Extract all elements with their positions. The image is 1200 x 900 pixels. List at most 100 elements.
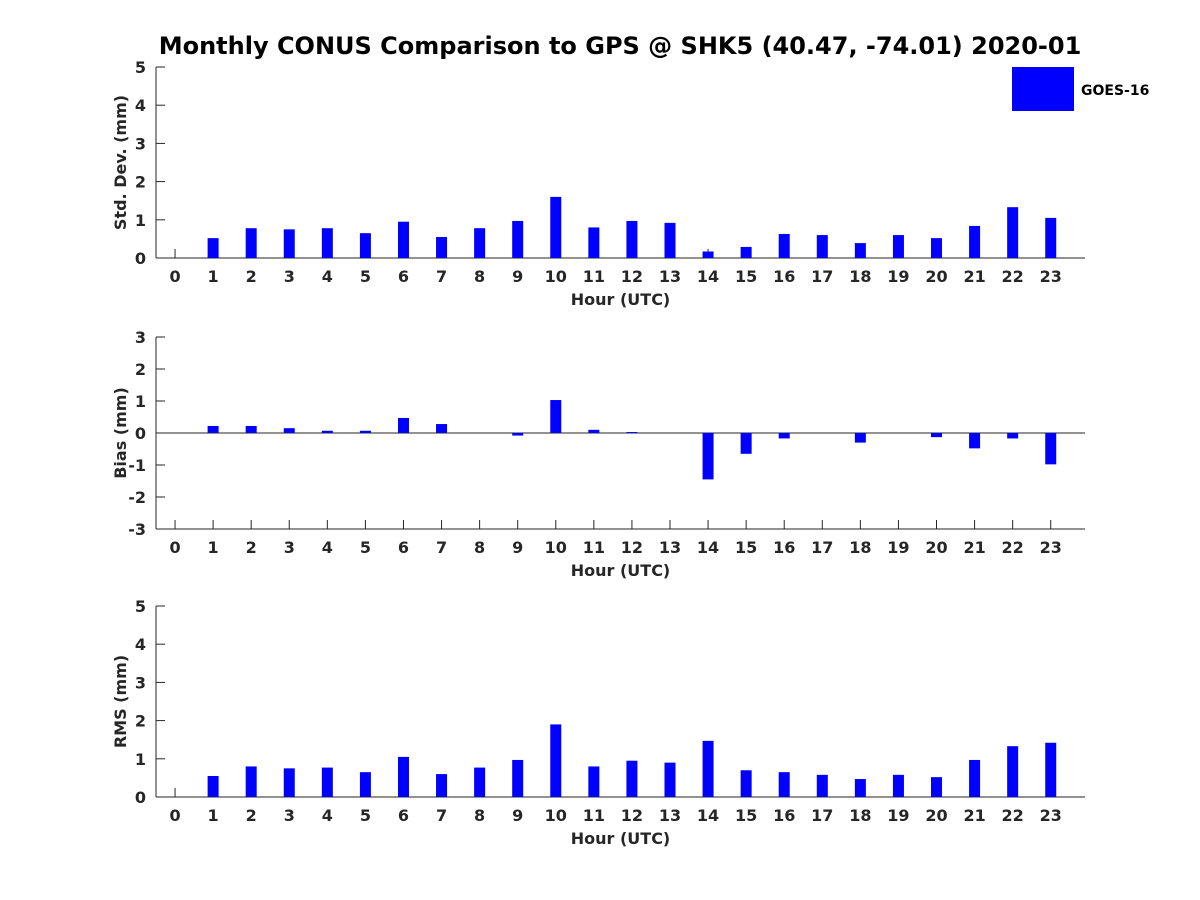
x-tick-label: 14 — [697, 538, 719, 557]
bar-rms-7 — [436, 774, 448, 797]
bar-rms-21 — [969, 759, 981, 797]
y-axis-label: Bias (mm) — [111, 387, 130, 479]
x-tick-label: 16 — [773, 267, 795, 286]
bar-std-1 — [207, 238, 219, 258]
x-tick-label: 2 — [246, 267, 257, 286]
bar-bias-16 — [778, 433, 790, 439]
bar-bias-21 — [969, 433, 981, 449]
bar-bias-11 — [588, 429, 600, 433]
y-tick-label: 3 — [135, 328, 146, 347]
bar-std-2 — [245, 228, 257, 258]
x-tick-label: 10 — [545, 806, 567, 825]
x-tick-label: 3 — [284, 538, 295, 557]
x-tick-label: 2 — [246, 538, 257, 557]
x-tick-label: 15 — [735, 267, 757, 286]
x-tick-label: 12 — [621, 538, 643, 557]
x-tick-label: 4 — [322, 267, 333, 286]
bar-std-20 — [931, 238, 943, 258]
bar-bias-3 — [283, 428, 295, 433]
bar-std-15 — [740, 246, 752, 258]
bar-std-5 — [359, 233, 371, 258]
bar-std-6 — [397, 221, 409, 258]
x-tick-label: 19 — [887, 806, 909, 825]
x-tick-label: 15 — [735, 538, 757, 557]
x-tick-label: 5 — [360, 806, 371, 825]
y-tick-label: 0 — [135, 249, 146, 268]
bar-rms-17 — [816, 774, 828, 797]
x-axis-label: Hour (UTC) — [571, 829, 671, 848]
x-tick-label: 3 — [284, 806, 295, 825]
bar-std-19 — [892, 235, 904, 258]
bar-rms-4 — [321, 767, 333, 797]
y-axis-label: Std. Dev. (mm) — [111, 95, 130, 230]
bar-std-8 — [474, 228, 486, 258]
y-tick-label: 5 — [135, 597, 146, 616]
y-tick-label: 2 — [135, 173, 146, 192]
y-tick-label: -3 — [128, 520, 146, 539]
x-tick-label: 22 — [1002, 806, 1024, 825]
bar-rms-9 — [512, 759, 524, 797]
x-tick-label: 0 — [169, 538, 180, 557]
x-tick-label: 23 — [1040, 806, 1062, 825]
x-tick-label: 17 — [811, 806, 833, 825]
x-tick-label: 19 — [887, 267, 909, 286]
x-tick-label: 9 — [512, 806, 523, 825]
bar-std-9 — [512, 220, 524, 258]
x-tick-label: 5 — [360, 267, 371, 286]
bar-rms-20 — [931, 777, 943, 797]
x-tick-label: 6 — [398, 267, 409, 286]
x-tick-label: 22 — [1002, 267, 1024, 286]
bar-std-21 — [969, 225, 981, 258]
bar-rms-5 — [359, 772, 371, 797]
bar-rms-16 — [778, 772, 790, 797]
bar-std-14 — [702, 251, 714, 258]
y-tick-label: -2 — [128, 488, 146, 507]
y-tick-label: 5 — [135, 58, 146, 77]
bar-std-17 — [816, 235, 828, 258]
bar-bias-18 — [854, 433, 866, 443]
bar-rms-23 — [1045, 742, 1057, 797]
x-tick-label: 19 — [887, 538, 909, 557]
x-tick-label: 0 — [169, 267, 180, 286]
x-tick-label: 1 — [208, 267, 219, 286]
bar-rms-22 — [1007, 746, 1019, 797]
x-tick-label: 7 — [436, 538, 447, 557]
y-tick-label: 2 — [135, 712, 146, 731]
x-tick-label: 12 — [621, 806, 643, 825]
bar-std-23 — [1045, 217, 1057, 258]
x-tick-label: 16 — [773, 806, 795, 825]
bar-std-3 — [283, 229, 295, 258]
bar-bias-7 — [436, 424, 448, 433]
x-tick-label: 20 — [925, 806, 947, 825]
x-tick-label: 8 — [474, 806, 485, 825]
x-tick-label: 23 — [1040, 267, 1062, 286]
bar-rms-19 — [892, 774, 904, 797]
bar-std-22 — [1007, 207, 1019, 258]
bar-bias-1 — [207, 425, 219, 433]
bar-bias-20 — [931, 433, 943, 438]
x-tick-label: 12 — [621, 267, 643, 286]
bar-rms-1 — [207, 775, 219, 797]
x-tick-label: 18 — [849, 538, 871, 557]
y-tick-label: 4 — [135, 96, 146, 115]
bar-std-12 — [626, 220, 638, 258]
bar-bias-15 — [740, 433, 752, 454]
x-tick-label: 18 — [849, 267, 871, 286]
y-tick-label: 3 — [135, 134, 146, 153]
x-tick-label: 4 — [322, 806, 333, 825]
bar-bias-12 — [626, 432, 638, 433]
y-tick-label: 4 — [135, 635, 146, 654]
x-tick-label: 10 — [545, 267, 567, 286]
bar-rms-14 — [702, 740, 714, 797]
x-tick-label: 14 — [697, 806, 719, 825]
x-tick-label: 5 — [360, 538, 371, 557]
bar-bias-5 — [359, 430, 371, 433]
x-tick-label: 21 — [963, 267, 985, 286]
bar-std-7 — [436, 236, 448, 258]
x-tick-label: 21 — [963, 806, 985, 825]
x-tick-label: 6 — [398, 806, 409, 825]
bar-bias-10 — [550, 400, 562, 433]
bar-rms-10 — [550, 724, 562, 797]
